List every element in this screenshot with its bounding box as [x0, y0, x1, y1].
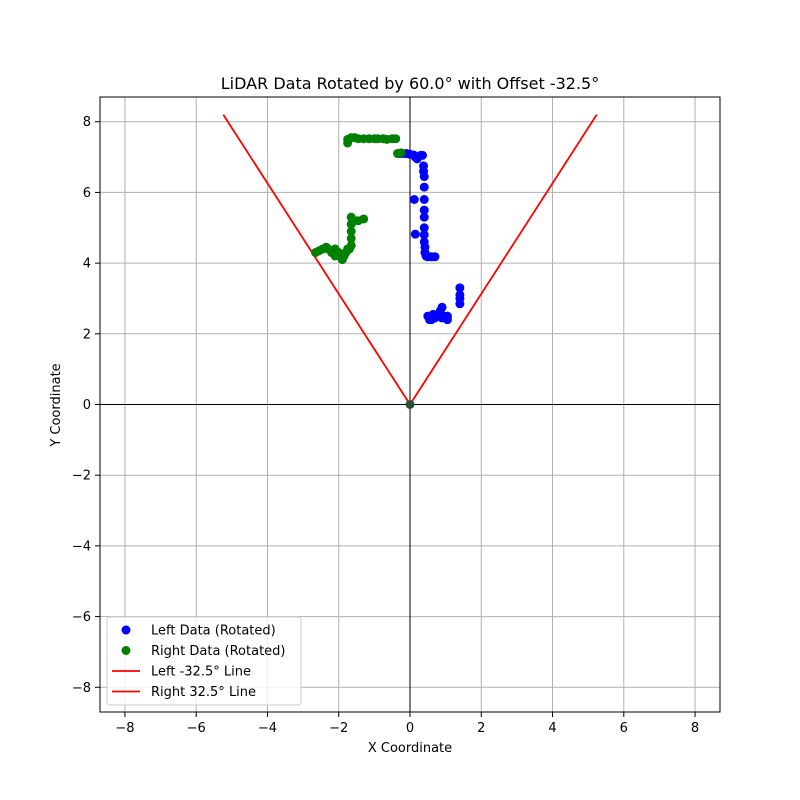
x-tick-label: 6 [620, 721, 628, 736]
legend-marker [121, 646, 131, 655]
y-tick-label: 2 [83, 327, 91, 342]
x-tick-label: −6 [187, 721, 206, 736]
legend-label: Right 32.5° Line [151, 685, 256, 700]
legend-marker [121, 625, 131, 635]
x-axis-label: X Coordinate [368, 741, 452, 756]
y-tick-label: −8 [72, 681, 91, 696]
data-layer [222, 114, 598, 409]
x-tick-label: −8 [115, 721, 134, 736]
y-tick-label: −2 [72, 469, 91, 484]
x-tick-label: 4 [548, 721, 556, 736]
left-data-point [455, 283, 465, 293]
y-tick-label: 4 [83, 257, 91, 272]
left-data-point [455, 299, 465, 309]
left-data-point [419, 212, 429, 222]
right-data-point [343, 244, 353, 254]
left-data-point [417, 150, 427, 160]
left-data-point [419, 230, 429, 240]
legend-label: Left Data (Rotated) [151, 624, 276, 639]
left-data-point [442, 315, 452, 325]
left-data-point [419, 182, 429, 192]
left-data-point [426, 315, 436, 325]
legend: Left Data (Rotated) Right Data (Rotated) L… [106, 616, 302, 706]
left-data-point [437, 302, 447, 312]
y-axis-label: Y Coordinate [49, 363, 64, 447]
legend-label: Left -32.5° Line [151, 665, 251, 680]
x-tick-label: −4 [258, 721, 277, 736]
x-tick-label: 8 [691, 721, 699, 736]
right-data-point [391, 134, 401, 144]
y-tick-label: −4 [72, 539, 91, 554]
left-data-point [419, 195, 429, 204]
y-tick-label: 8 [83, 115, 91, 130]
left-data-point [419, 223, 429, 233]
left-data-point [419, 172, 429, 182]
right-data-point [396, 148, 406, 158]
right-data-point [337, 255, 347, 265]
right-data-point [359, 214, 369, 224]
x-tick-label: 0 [406, 721, 414, 736]
legend-label: Right Data (Rotated) [151, 644, 286, 659]
series-line [222, 114, 411, 405]
series-line [409, 114, 598, 405]
chart-title: LiDAR Data Rotated by 60.0° with Offset … [221, 74, 599, 93]
left-data-point [410, 229, 420, 239]
origin-point [405, 400, 415, 409]
right-data-point [346, 233, 356, 243]
ticks-layer: −8 −6 −4 −2 0 2 4 6 8 −8 −6 −4 −2 0 2 4 6 8 [72, 115, 699, 736]
x-tick-label: −2 [329, 721, 348, 736]
left-data-point [409, 195, 419, 204]
y-tick-label: 6 [83, 186, 91, 201]
left-data-point [419, 205, 429, 215]
legend-box [106, 616, 302, 706]
left-data-point [430, 252, 440, 262]
y-tick-label: 0 [83, 398, 91, 413]
x-tick-label: 2 [477, 721, 485, 736]
right-data-point [346, 226, 356, 236]
right-data-point [311, 248, 321, 258]
y-tick-label: −6 [72, 610, 91, 625]
